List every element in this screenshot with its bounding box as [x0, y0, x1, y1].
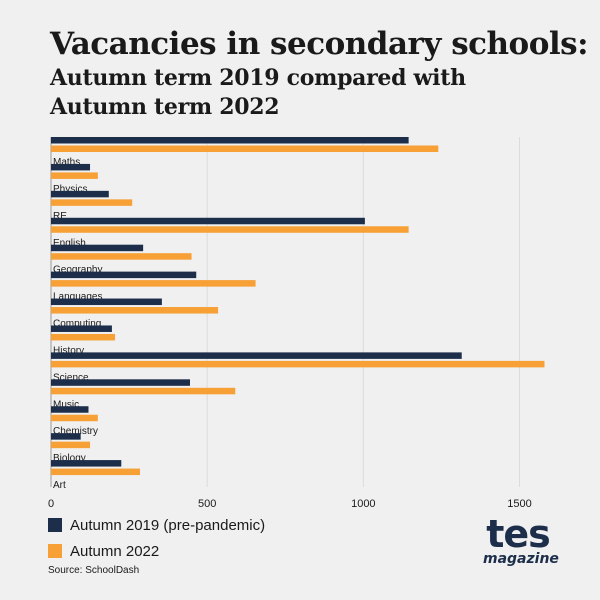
- bar-2019-history: [51, 325, 112, 332]
- x-tick-label: 1000: [351, 498, 375, 510]
- category-label: Computing: [53, 319, 101, 330]
- category-label: Chemistry: [53, 426, 98, 437]
- legend-item-2022: Autumn 2022: [48, 540, 265, 562]
- category-label: Science: [53, 372, 89, 383]
- bar-2019-computing: [51, 298, 162, 306]
- x-tick-label: 0: [48, 498, 54, 510]
- category-label: History: [53, 345, 84, 356]
- bar-2022-computing: [51, 307, 219, 314]
- bar-2019-art: [51, 460, 122, 467]
- chart-subtitle: Autumn term 2019 compared with Autumn te…: [50, 65, 466, 120]
- category-label: Geography: [53, 265, 102, 276]
- bar-2022-geography: [51, 253, 192, 260]
- bar-2019-biology: [51, 433, 81, 440]
- bar-2019-maths: [51, 137, 409, 144]
- bar-2022-science: [51, 360, 545, 368]
- legend-item-2019: Autumn 2019 (pre-pandemic): [48, 514, 265, 536]
- category-label: Physics: [53, 184, 87, 195]
- bar-2019-geography: [51, 244, 144, 252]
- category-label: English: [53, 238, 86, 249]
- bar-2022-chemistry: [51, 414, 98, 422]
- logo-subtitle: magazine: [483, 551, 559, 567]
- logo-wordmark: tes: [486, 512, 551, 556]
- bar-2022-history: [51, 333, 116, 341]
- x-tick-label: 1500: [507, 498, 531, 510]
- bar-2022-re: [51, 199, 133, 206]
- x-tick-label: 500: [198, 498, 216, 510]
- legend: Autumn 2019 (pre-pandemic) Autumn 2022: [48, 514, 265, 566]
- bar-2019-english: [51, 217, 365, 225]
- bar-2019-physics: [51, 163, 91, 171]
- chart-title: Vacancies in secondary schools:: [50, 26, 589, 62]
- category-label: RE: [53, 211, 67, 222]
- legend-label-2022: Autumn 2022: [70, 542, 160, 560]
- legend-swatch-2019: [48, 518, 62, 532]
- bar-2022-art: [51, 468, 141, 476]
- bar-2019-re: [51, 190, 109, 198]
- category-label: Music: [53, 399, 79, 410]
- category-label: Biology: [53, 453, 86, 464]
- bar-2019-languages: [51, 271, 197, 279]
- category-label: Maths: [53, 157, 80, 168]
- bar-2022-languages: [51, 280, 256, 287]
- bar-2022-music: [51, 387, 236, 395]
- bar-2022-physics: [51, 172, 98, 179]
- bar-2019-chemistry: [51, 406, 89, 413]
- legend-swatch-2022: [48, 544, 62, 558]
- category-label: Languages: [53, 292, 103, 303]
- bar-2022-biology: [51, 441, 91, 449]
- bar-2022-english: [51, 226, 409, 233]
- source-note: Source: SchoolDash: [48, 565, 140, 576]
- tes-logo: tes magazine: [483, 512, 559, 567]
- bar-2019-music: [51, 379, 190, 386]
- bar-2022-maths: [51, 145, 439, 152]
- bar-2019-science: [51, 352, 462, 359]
- legend-label-2019: Autumn 2019 (pre-pandemic): [70, 516, 266, 534]
- category-label: Art: [53, 480, 66, 491]
